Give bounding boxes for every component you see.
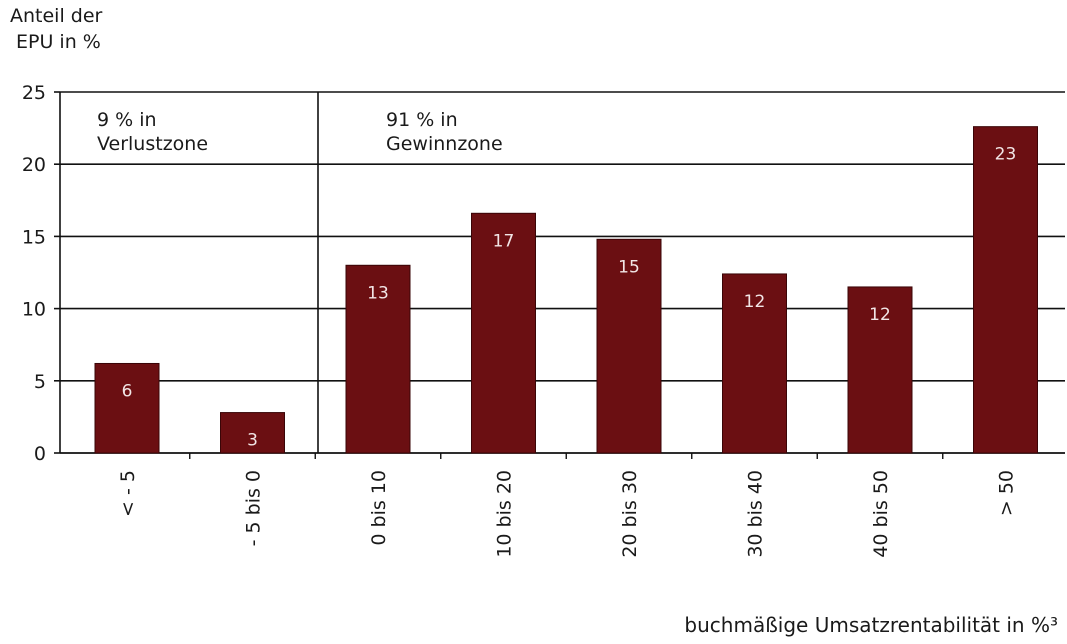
x-tick-label-5: 30 bis 40 <box>745 470 767 558</box>
data-label-1: 3 <box>247 431 258 451</box>
x-tick-label-0: < - 5 <box>117 470 139 517</box>
y-tick-label-0: 0 <box>34 443 46 465</box>
zone-label-1-line-0: 91 % in <box>386 109 458 131</box>
bar-2 <box>345 264 411 454</box>
y-axis-title-line-1: EPU in % <box>16 31 101 53</box>
data-label-5: 12 <box>744 292 766 312</box>
data-label-4: 15 <box>618 257 640 277</box>
zone-label-1-line-1: Gewinnzone <box>386 133 503 155</box>
y-tick-label-20: 20 <box>22 154 46 176</box>
bar-6 <box>847 286 913 454</box>
y-axis-title-line-0: Anteil der <box>10 5 103 27</box>
data-label-2: 13 <box>367 283 389 303</box>
x-axis-title: buchmäßige Umsatzrentabilität in %³ <box>684 613 1058 637</box>
bar-3 <box>471 212 536 454</box>
data-label-0: 6 <box>122 381 133 401</box>
x-tick-label-3: 10 bis 20 <box>494 470 516 558</box>
bar-7 <box>973 126 1038 454</box>
bar-4 <box>596 238 662 454</box>
bar-0 <box>94 362 160 454</box>
zone-label-0-line-0: 9 % in <box>97 109 157 131</box>
x-tick-label-1: - 5 bis 0 <box>243 470 265 546</box>
x-tick-label-4: 20 bis 30 <box>619 470 641 558</box>
y-tick-label-25: 25 <box>22 82 46 104</box>
bar-5 <box>722 273 787 454</box>
x-tick-label-2: 0 bis 10 <box>368 470 390 546</box>
bar-1 <box>220 412 285 454</box>
data-label-3: 17 <box>493 231 515 251</box>
data-label-6: 12 <box>869 305 891 325</box>
x-tick-label-6: 40 bis 50 <box>870 470 892 558</box>
y-tick-label-5: 5 <box>34 371 46 393</box>
y-tick-label-10: 10 <box>22 299 46 321</box>
zone-label-0-line-1: Verlustzone <box>97 133 208 155</box>
data-label-7: 23 <box>995 145 1017 165</box>
x-tick-label-7: > 50 <box>996 470 1018 516</box>
y-tick-label-15: 15 <box>22 226 46 248</box>
